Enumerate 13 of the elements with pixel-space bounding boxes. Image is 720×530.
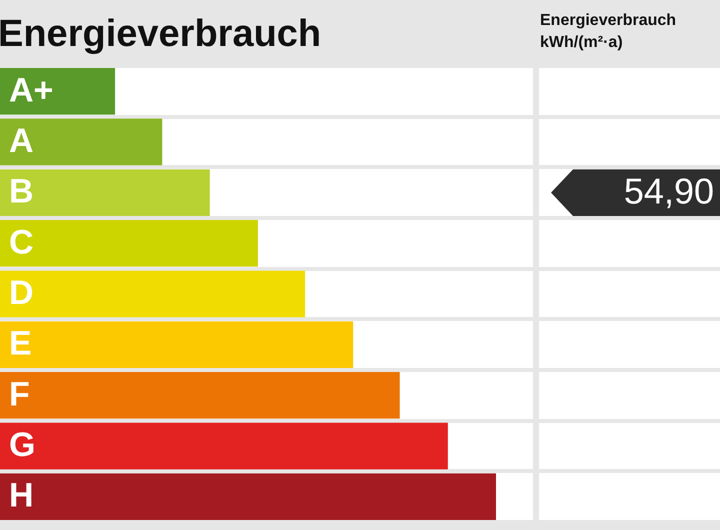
y-tick-label: A — [9, 122, 34, 160]
bar — [0, 68, 116, 115]
y-tick-label: G — [9, 426, 36, 464]
text: Energieverbrauch kWh/(m²·a) — [540, 12, 676, 51]
y-tick-label: D — [9, 274, 34, 312]
y-tick-label: B — [9, 172, 34, 211]
chart-title: Energieverbrauch — [0, 13, 322, 55]
y-tick-label: A+ — [9, 71, 54, 110]
y-tick-label: H — [9, 476, 34, 515]
y-tick-label: F — [9, 375, 30, 414]
y-tick-label: C — [9, 223, 34, 262]
y-tick-label: E — [9, 324, 32, 363]
text: 54,90 — [624, 170, 714, 212]
